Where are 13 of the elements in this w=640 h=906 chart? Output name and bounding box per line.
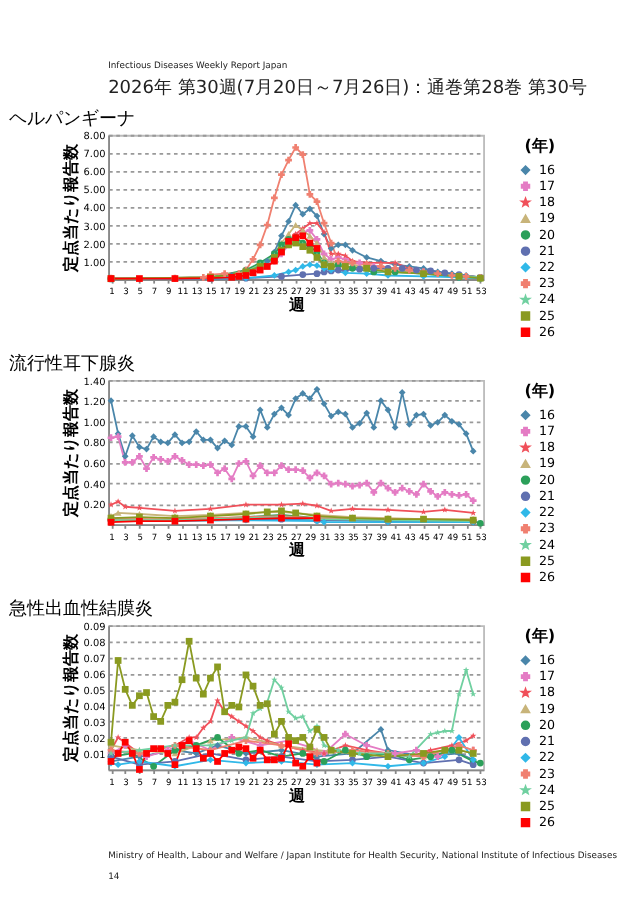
x-axis-title: 週 — [286, 784, 307, 805]
y-axis-title: 定点当たり報告数 — [60, 141, 81, 274]
y-axis-title: 定点当たり報告数 — [60, 632, 81, 765]
legend-title: (年) — [524, 135, 556, 156]
legend-title: (年) — [524, 380, 556, 401]
text: 2026年 第30週(7月20日～7月26日)：通巻第28巻 第30号 — [108, 77, 587, 100]
y-axis-title: 定点当たり報告数 — [60, 387, 81, 520]
chart-title: ヘルパンギーナ — [8, 108, 135, 131]
chart-title: 急性出血性結膜炎 — [6, 598, 153, 621]
legend-title: (年) — [524, 625, 556, 646]
x-axis-title: 週 — [286, 539, 307, 560]
chart-title: 流行性耳下腺炎 — [8, 353, 135, 376]
x-axis-title: 週 — [286, 294, 307, 315]
